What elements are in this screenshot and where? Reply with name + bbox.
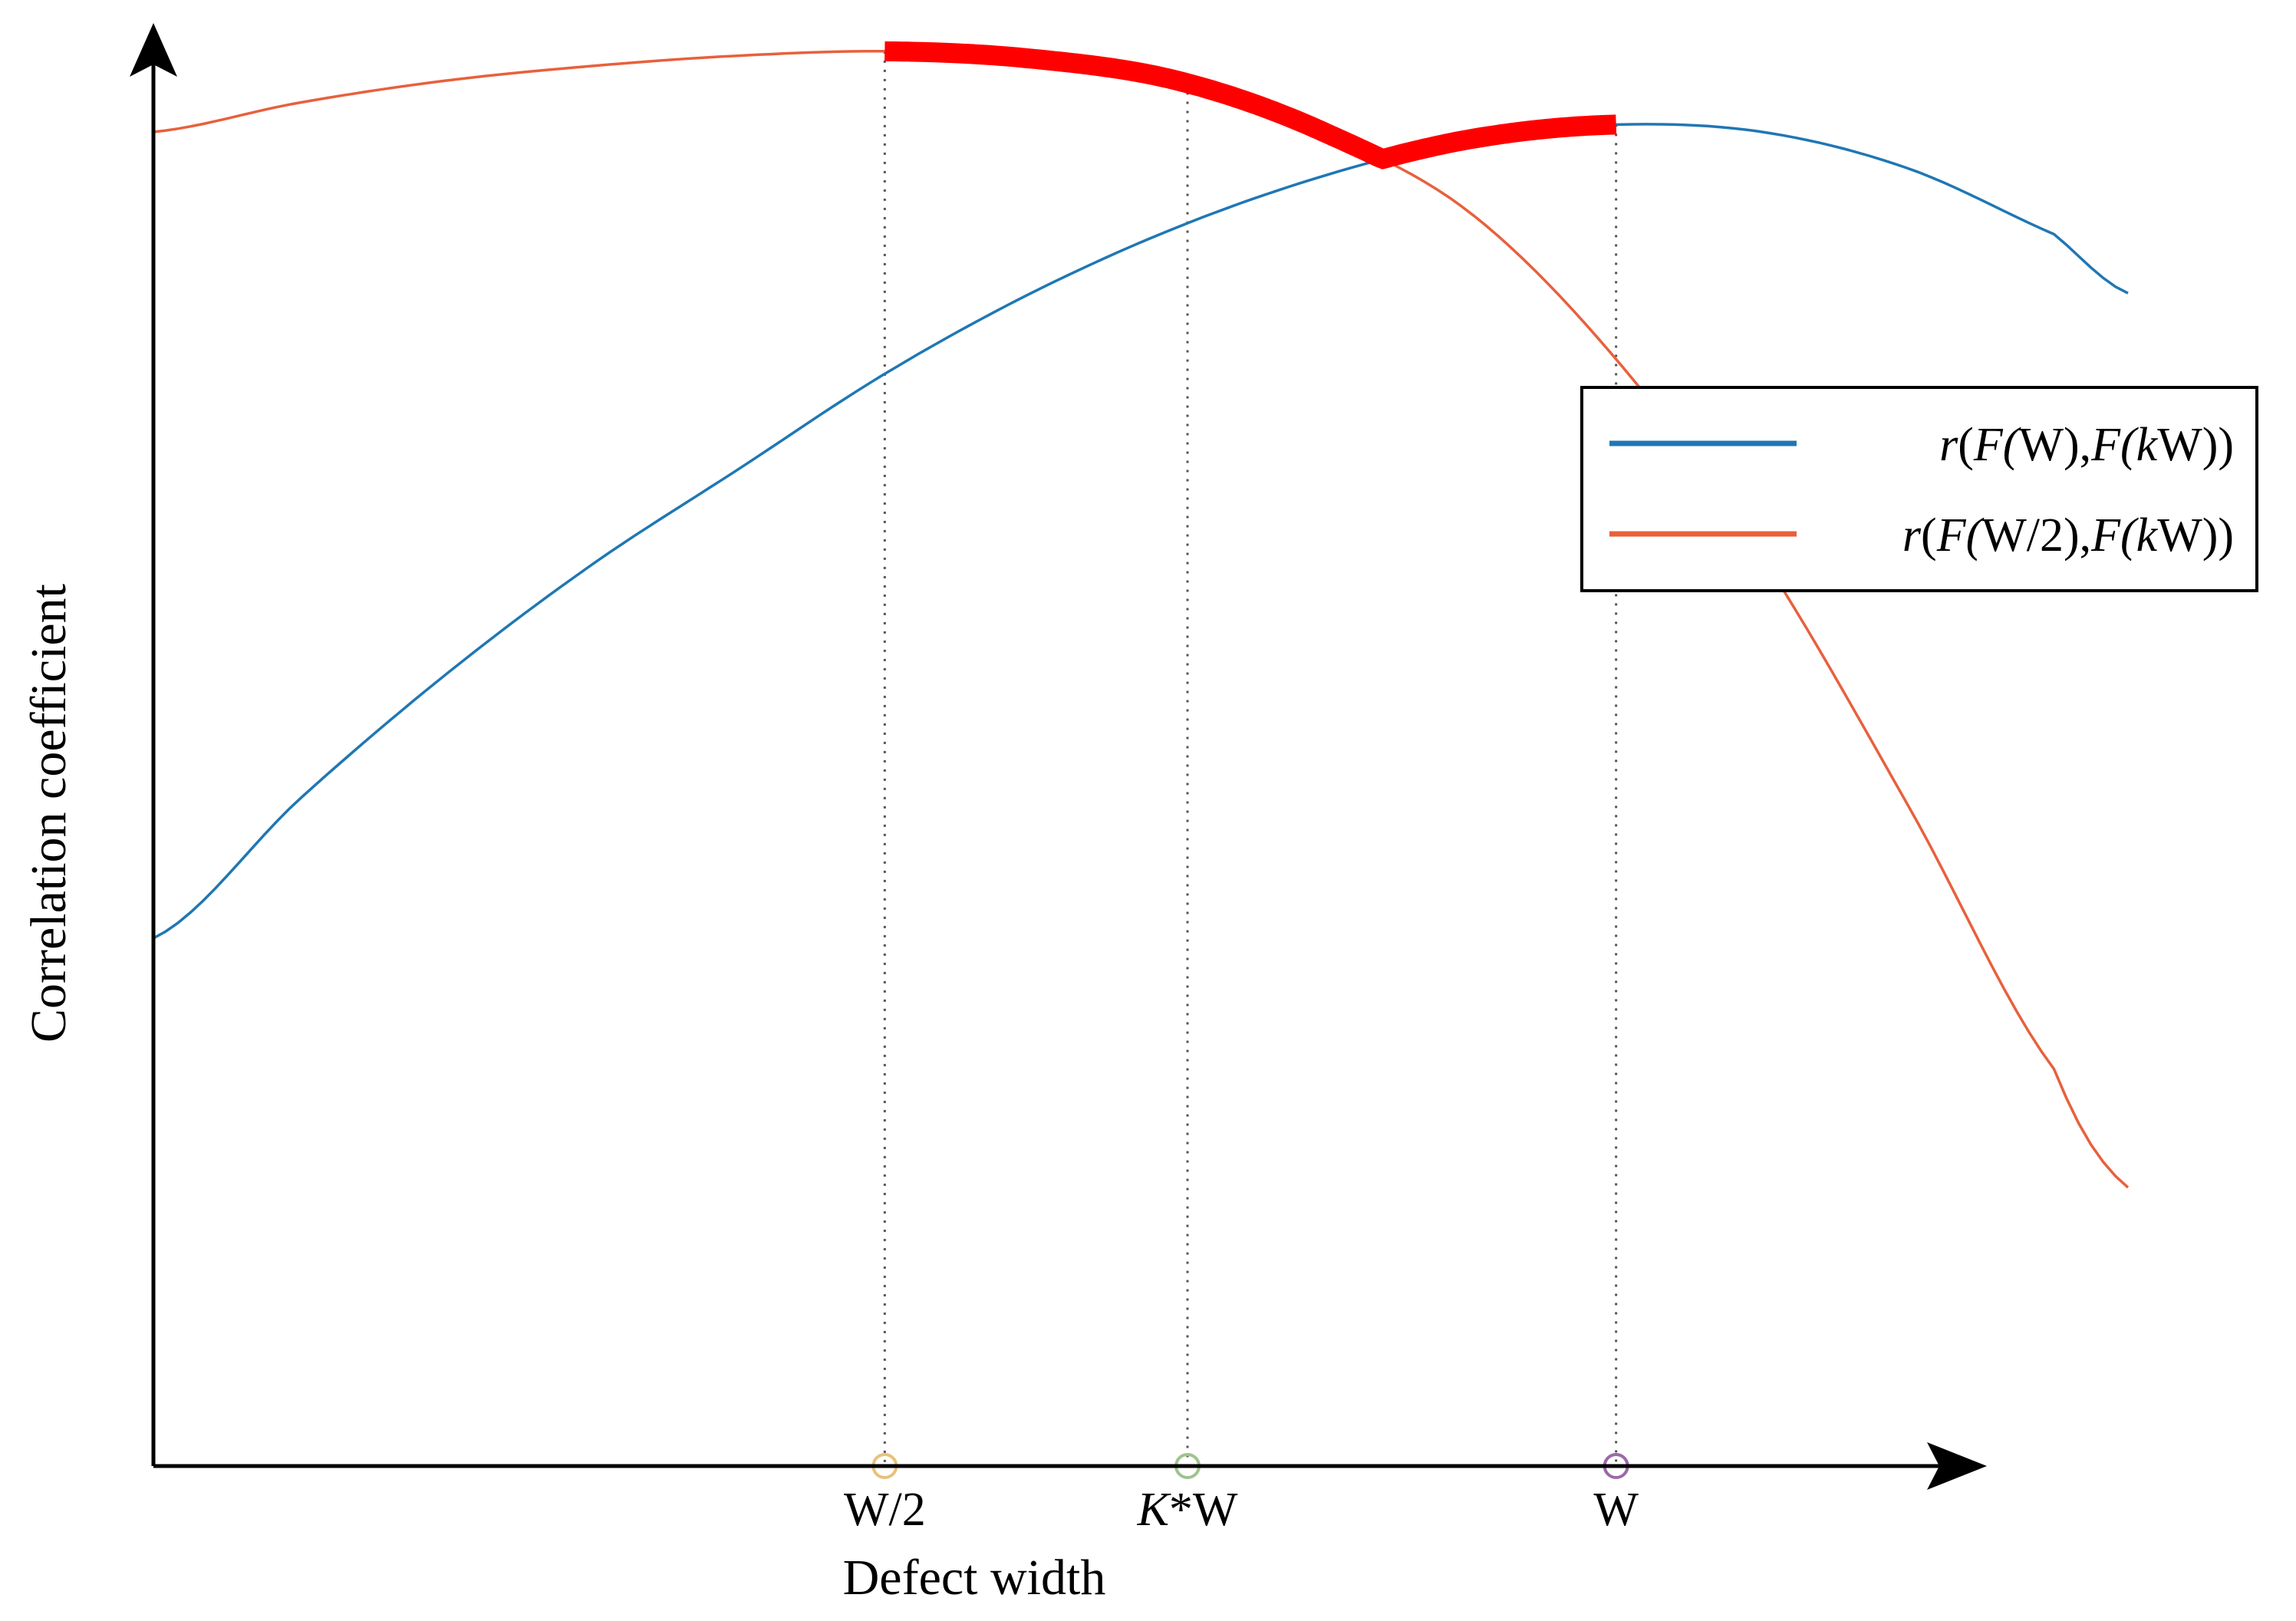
x-axis-title: Defect width bbox=[843, 1550, 1106, 1606]
highlight-envelope bbox=[884, 41, 1617, 170]
legend-box bbox=[1580, 386, 2258, 592]
guide-lines bbox=[883, 51, 1618, 1466]
highlight-layer bbox=[884, 41, 1617, 170]
x-tick-label-3: W bbox=[1593, 1484, 1639, 1536]
legend-label-1: r(F(W),F(kW)) bbox=[1939, 419, 2234, 471]
series-layer bbox=[153, 50, 2130, 1189]
series-line-1 bbox=[153, 123, 2129, 940]
x-axis-arrow bbox=[1927, 1442, 1987, 1490]
x-tick-labels: W/2 K*W W bbox=[844, 1484, 1639, 1536]
legend: r(F(W),F(kW)) r(F(W/2),F(kW)) bbox=[1580, 386, 2258, 592]
plot-area bbox=[153, 41, 2130, 1479]
series-line-2 bbox=[153, 50, 2130, 1189]
y-axis-arrow bbox=[130, 23, 177, 77]
y-axis-title: Correlation coefficient bbox=[21, 584, 77, 1043]
x-tick-label-2: K*W bbox=[1137, 1484, 1238, 1536]
axes bbox=[130, 23, 1987, 1490]
legend-label-2: r(F(W/2),F(kW)) bbox=[1902, 509, 2234, 562]
x-tick-label-1: W/2 bbox=[844, 1484, 926, 1536]
